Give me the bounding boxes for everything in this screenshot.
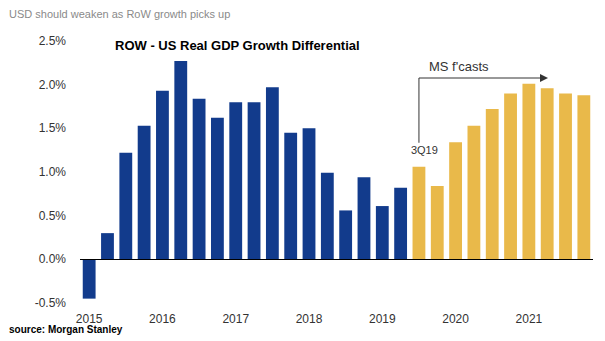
svg-text:2019: 2019 xyxy=(369,312,396,326)
svg-text:2.0%: 2.0% xyxy=(39,78,67,92)
svg-text:USD should weaken as RoW growt: USD should weaken as RoW growth picks up xyxy=(9,8,230,20)
svg-text:2016: 2016 xyxy=(149,312,176,326)
svg-text:0.5%: 0.5% xyxy=(39,209,67,223)
svg-text:2015: 2015 xyxy=(75,312,103,326)
svg-text:1.0%: 1.0% xyxy=(39,165,67,179)
svg-text:-0.5%: -0.5% xyxy=(35,296,67,310)
svg-text:MS f'casts: MS f'casts xyxy=(429,59,489,74)
svg-text:ROW - US Real GDP Growth Diffe: ROW - US Real GDP Growth Differential xyxy=(115,38,360,53)
svg-text:2018: 2018 xyxy=(296,312,323,326)
svg-text:3Q19: 3Q19 xyxy=(411,144,438,156)
svg-text:2021: 2021 xyxy=(516,312,543,326)
svg-text:2.5%: 2.5% xyxy=(39,34,67,48)
svg-text:2017: 2017 xyxy=(222,312,249,326)
svg-text:0.0%: 0.0% xyxy=(39,252,67,266)
svg-text:source: Morgan Stanley: source: Morgan Stanley xyxy=(9,324,123,335)
svg-text:2020: 2020 xyxy=(442,312,469,326)
svg-text:1.5%: 1.5% xyxy=(39,121,67,135)
